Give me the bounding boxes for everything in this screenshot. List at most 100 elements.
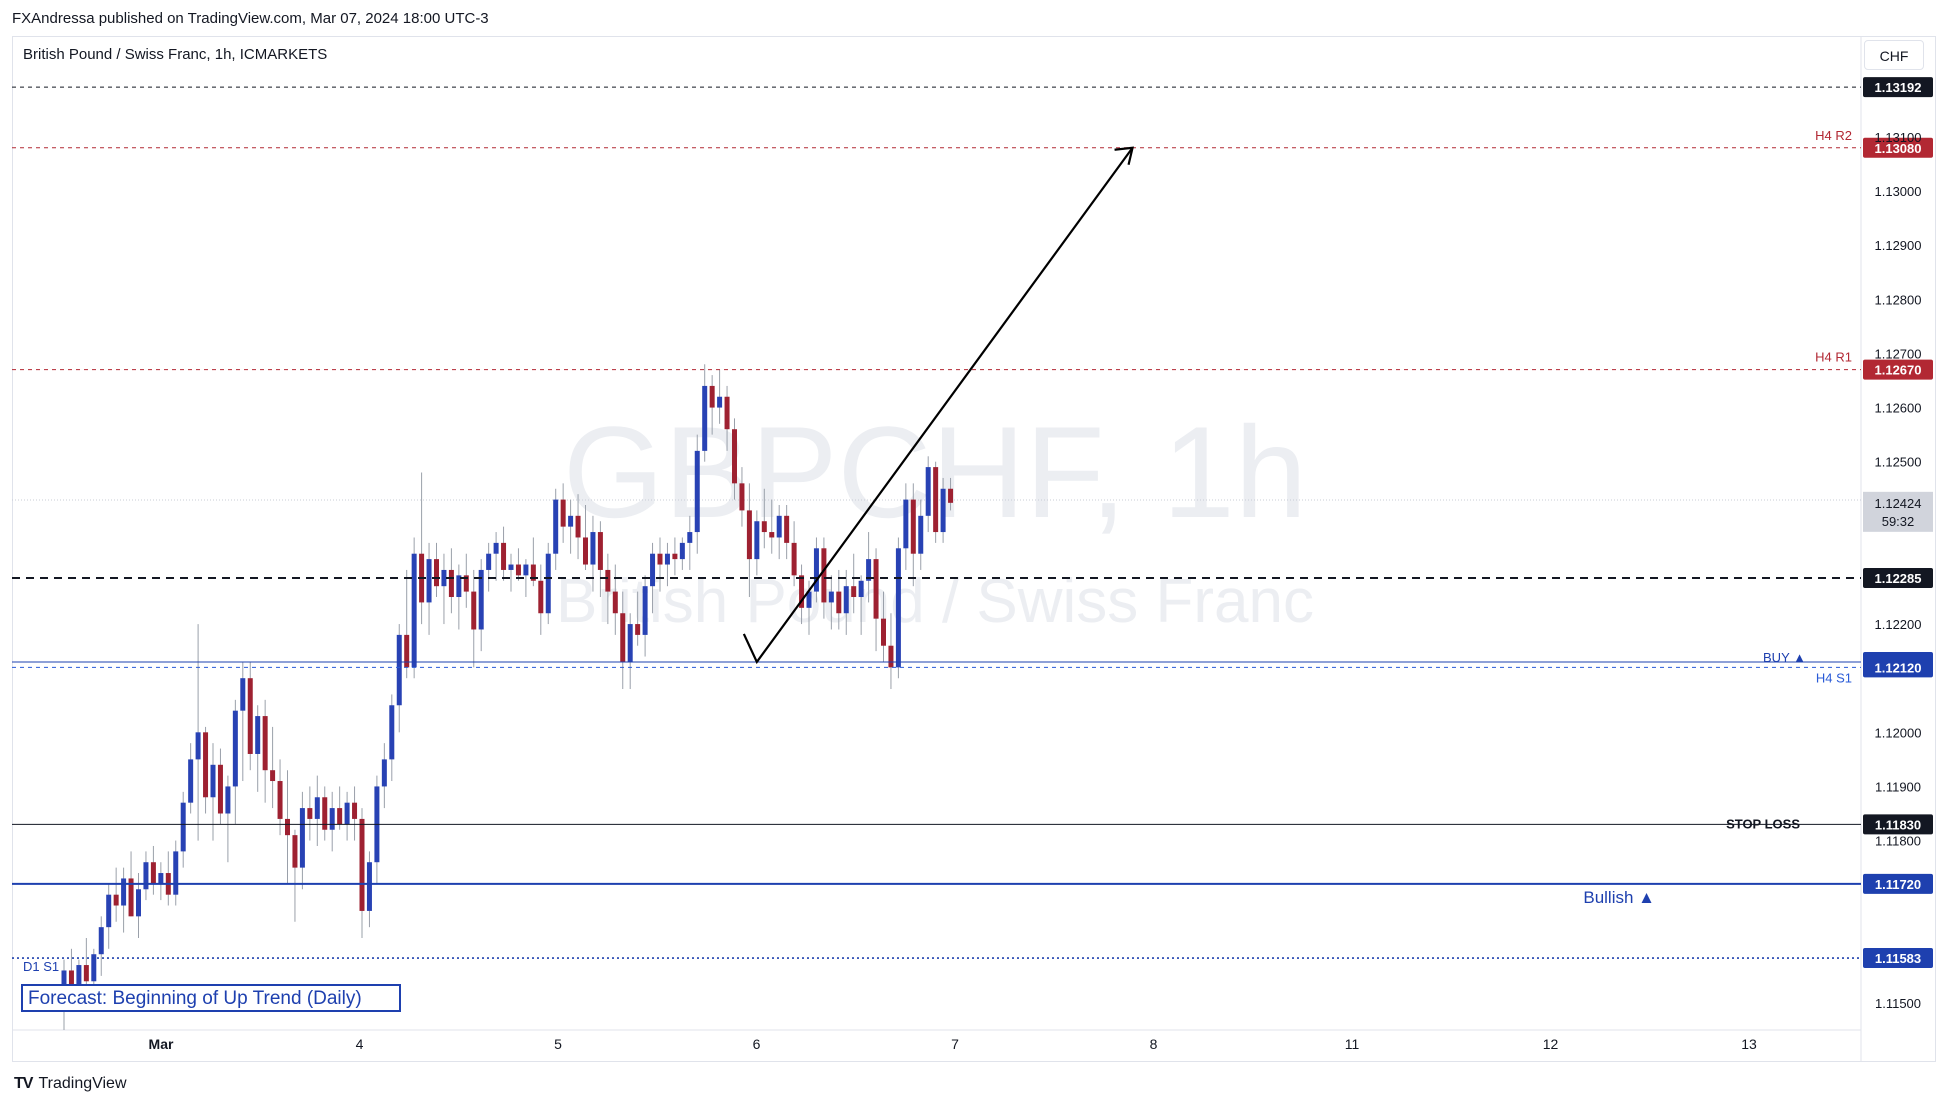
candle [918, 499, 924, 570]
candle [374, 775, 380, 884]
candle [143, 851, 149, 901]
candle-body [83, 965, 89, 982]
candle [568, 499, 574, 554]
last-price-badge: 1.12424 59:32 [1863, 491, 1933, 532]
candle [791, 521, 797, 587]
candle-body [694, 450, 700, 533]
candle [679, 537, 685, 570]
candle [426, 542, 432, 635]
price-tick-label: 1.13000 [1875, 184, 1922, 199]
candle [344, 791, 350, 841]
currency-button[interactable]: CHF [1864, 40, 1924, 70]
candle-body [471, 591, 477, 630]
candle-body [664, 553, 670, 565]
symbol-title[interactable]: British Pound / Swiss Franc, 1h, ICMARKE… [23, 46, 328, 63]
candle [873, 548, 879, 652]
candle-body [136, 889, 141, 917]
candle-body [76, 965, 82, 987]
chart-frame[interactable] [12, 36, 1936, 1062]
candle [545, 542, 551, 625]
level-price-label: 1.11720 [1875, 877, 1921, 892]
level-d1-s1: 1.11583 D1 S1 [12, 948, 1933, 974]
candle-body [821, 548, 827, 603]
tradingview-logo-text: TradingView [38, 1075, 127, 1092]
candle [98, 916, 104, 976]
candle [262, 699, 268, 803]
candle [486, 542, 492, 592]
level-h4-s1: 1.12120 H4 S1 [12, 657, 1933, 685]
candle [240, 661, 246, 782]
candle [605, 553, 611, 625]
candle [940, 477, 946, 543]
candle-body [746, 510, 752, 560]
candle-body [456, 575, 462, 598]
price-tick-label: 1.12600 [1875, 401, 1922, 416]
candle [337, 786, 343, 830]
time-axis[interactable]: Mar 4 5 6 7 8 11 12 13 [149, 1036, 1757, 1052]
candle [173, 840, 179, 906]
candle [925, 456, 931, 533]
tradingview-logo[interactable]: TV TradingView [14, 1075, 127, 1093]
candle [858, 575, 864, 635]
forecast-arrow[interactable] [742, 146, 1134, 665]
candle [195, 624, 201, 841]
candle-body [262, 716, 268, 771]
candle [277, 759, 283, 836]
candle-body [203, 732, 209, 798]
candle-body [761, 521, 767, 533]
level-price-box [1863, 568, 1933, 589]
candle [650, 542, 656, 614]
time-tick-label: 5 [554, 1036, 562, 1052]
candle-body [270, 770, 276, 782]
candle [895, 537, 901, 679]
candle [843, 569, 849, 635]
candle [419, 472, 425, 625]
tradingview-logo-icon: TV [14, 1075, 33, 1092]
candle [523, 559, 529, 598]
candle [821, 537, 827, 619]
candle [687, 515, 693, 570]
candle-body [292, 835, 298, 868]
candle-body [225, 786, 231, 814]
candle-body [813, 548, 819, 592]
candle [225, 775, 231, 863]
candle-body [188, 759, 194, 803]
candle-body [895, 548, 901, 668]
candle [620, 591, 626, 690]
candle-body [784, 515, 790, 543]
candle [538, 564, 544, 635]
candle-body [150, 862, 156, 884]
candle-body [806, 591, 812, 608]
candle [106, 883, 112, 949]
level-price-label: 1.11583 [1875, 951, 1921, 966]
level-price-box [1863, 137, 1933, 158]
candle [396, 624, 402, 733]
candle [515, 548, 521, 581]
candle-body [687, 532, 693, 543]
candle-body [463, 575, 469, 592]
candle [292, 829, 298, 922]
level-price-label: 1.12120 [1875, 660, 1922, 675]
candle-body [106, 894, 112, 928]
watermark-name: British Pound / Swiss Franc [556, 567, 1314, 636]
level-buy-line: 1.12130BUY ▲ [12, 650, 1933, 672]
time-tick-label: 12 [1543, 1036, 1559, 1052]
candle-body [381, 759, 387, 787]
candle-body [612, 591, 618, 614]
level-price-label: 1.12670 [1875, 363, 1922, 378]
candle-body [501, 542, 507, 570]
time-tick-label: 4 [356, 1036, 364, 1052]
candle-body [232, 710, 238, 787]
candle-body [247, 678, 253, 754]
price-axis[interactable]: 1.11500 1.11800 1.11900 1.12000 1.12200 1.125… [1875, 130, 1922, 1011]
candle-body [948, 488, 954, 503]
candle-body [314, 797, 320, 819]
candle [627, 613, 633, 690]
forecast-annotation[interactable]: Forecast: Beginning of Up Trend (Daily) [21, 984, 401, 1012]
candle [471, 569, 477, 668]
price-tick-label: 1.12900 [1875, 238, 1922, 253]
candle-body [493, 542, 499, 554]
candle-body [650, 553, 656, 587]
publisher-line: FXAndressa published on TradingView.com,… [12, 10, 489, 27]
